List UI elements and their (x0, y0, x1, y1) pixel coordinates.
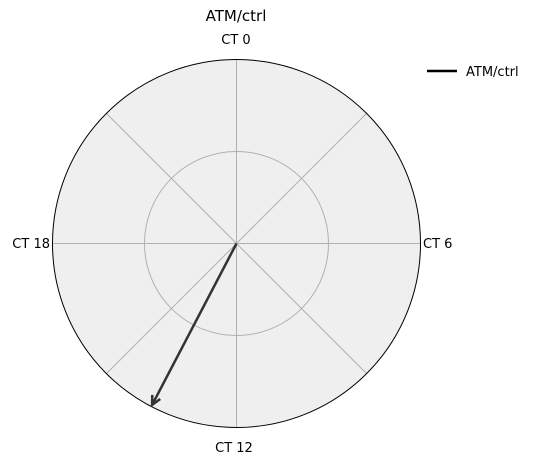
arrow-shaft (150, 242, 238, 406)
angular-tick-label-ct6: CT 6 (423, 237, 452, 252)
polar-grid (52, 59, 421, 428)
angular-tick-label-ct18: CT 18 (12, 237, 50, 252)
angular-gridline (236, 113, 367, 244)
legend: ATM/ctrl (427, 65, 519, 80)
angular-tick-label-ct12: CT 12 (215, 441, 253, 456)
chart-title: ATM/ctrl (206, 7, 267, 25)
angular-gridline (106, 113, 237, 244)
arrows-layer (150, 242, 238, 408)
phase-arrow (150, 242, 238, 408)
angular-tick-label-ct0: CT 0 (221, 33, 250, 48)
angular-gridline (236, 243, 367, 374)
polar-plot-area (52, 59, 421, 428)
legend-label: ATM/ctrl (466, 65, 519, 80)
angular-gridline (106, 243, 237, 374)
arrow-head (150, 394, 161, 408)
polar-outline (52, 59, 421, 428)
